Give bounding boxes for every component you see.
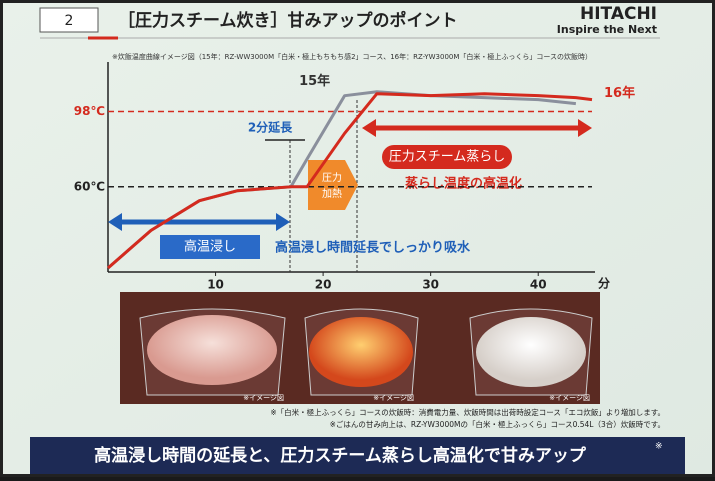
extension-label: 2分延長 [248, 120, 293, 135]
banner: 高温浸し時間の延長と、圧力スチーム蒸らし高温化で甘みアップ [94, 445, 587, 466]
logo: HITACHI [580, 4, 657, 24]
steam-note: 蒸らし温度の高温化 [405, 176, 522, 192]
arrow-head [362, 119, 376, 137]
note: ※「白米・極上ふっくら」コースの炊飯時：消費電力量、炊飯時間は出荷時設定コース「… [270, 407, 665, 417]
legend-label: 15年 [299, 73, 330, 89]
image-caption: ※イメージ図 [243, 394, 284, 402]
chart-subtitle: ※炊飯温度曲線イメージ図（15年：RZ-WW3000M「白米・極上もちもち感2」… [112, 52, 592, 61]
steam-box [382, 145, 512, 169]
pressure-label: 圧力 [322, 171, 342, 184]
image-caption: ※イメージ図 [549, 394, 590, 402]
soak-box [160, 235, 260, 259]
y-tick-label: 60℃ [74, 179, 105, 193]
soak-note: 高温浸し時間延長でしっかり吸水 [275, 240, 471, 256]
x-tick-label: 10 [207, 278, 224, 292]
steam-label: 圧力スチーム蒸らし [389, 150, 506, 165]
x-tick-label: 30 [422, 278, 439, 292]
soak-label: 高温浸し [184, 239, 236, 255]
legend-label: 16年 [604, 85, 635, 101]
arrow-head [108, 213, 122, 231]
image-caption: ※イメージ図 [373, 394, 414, 402]
arrow-head [578, 119, 592, 137]
x-tick-label: 20 [315, 278, 332, 292]
slide-number: 2 [65, 13, 74, 29]
tagline: Inspire the Next [557, 23, 657, 36]
number-box [39, 7, 99, 33]
note: ※ごはんの甘み向上は、RZ-YW3000Mの「白米・極上ふっくら」コース0.54… [330, 419, 665, 429]
x-tick-label: 40 [530, 278, 547, 292]
slide-title: ［圧力スチーム炊き］甘みアップのポイント [118, 10, 458, 31]
arrow-head [276, 213, 290, 231]
pressure-arrow [308, 160, 358, 210]
pressure-label: 加熱 [322, 187, 342, 200]
cooker-image [139, 308, 593, 396]
banner-bg [30, 437, 685, 474]
banner-mark: ※ [655, 442, 663, 452]
y-tick-label: 98℃ [74, 104, 105, 118]
x-axis-label: 分 [598, 276, 610, 291]
series-line [107, 92, 593, 270]
